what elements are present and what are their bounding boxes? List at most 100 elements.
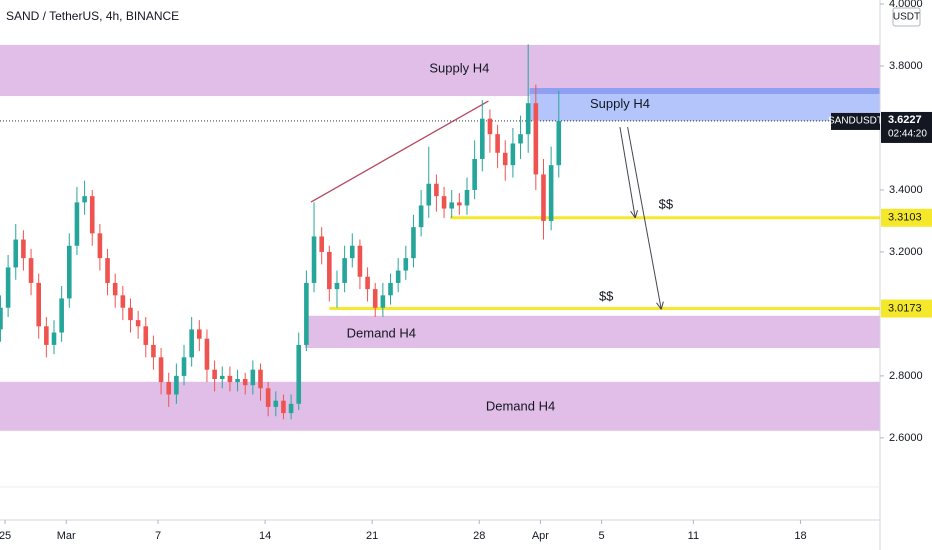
candle-body xyxy=(334,282,340,290)
candle-body xyxy=(487,118,493,135)
x-tick-label: 5 xyxy=(599,530,605,542)
arrow-head xyxy=(630,211,636,219)
candle-body xyxy=(242,378,248,386)
last-price-label: 3.6227 xyxy=(888,114,922,126)
zone-edge xyxy=(529,88,880,95)
arrow-head xyxy=(634,210,638,218)
candle-body xyxy=(97,233,103,259)
candle-body xyxy=(44,326,49,345)
candle-body xyxy=(59,298,64,333)
candle-body xyxy=(495,134,500,153)
zone xyxy=(0,44,880,97)
candle-body xyxy=(342,258,347,283)
candle-body xyxy=(304,282,309,345)
candle-body xyxy=(105,258,110,283)
candle-body xyxy=(28,258,34,283)
trendline xyxy=(310,100,489,203)
candle-body xyxy=(74,202,80,246)
zone-label: Supply H4 xyxy=(429,61,489,76)
candle-body xyxy=(181,357,187,376)
y-tick-label: 2.6000 xyxy=(889,432,923,444)
arrow-head xyxy=(660,301,664,310)
candle-body xyxy=(357,245,363,277)
symbol-tag xyxy=(831,112,880,130)
y-tick-label: 3.8000 xyxy=(889,60,923,72)
zone xyxy=(0,381,880,431)
x-tick-label: 25 xyxy=(0,530,11,542)
last-price-tag xyxy=(881,111,932,143)
candle-body xyxy=(541,174,546,221)
candle-body xyxy=(227,375,233,383)
x-tick-label: 28 xyxy=(473,530,485,542)
candle-body xyxy=(464,189,470,206)
candle-body xyxy=(380,295,386,308)
zone-label: Supply H4 xyxy=(590,96,650,111)
candle-body xyxy=(434,183,439,197)
candle-body xyxy=(296,344,302,404)
candle-body xyxy=(235,378,240,383)
candle-body xyxy=(258,369,263,389)
candle-body xyxy=(189,329,194,358)
candle-body xyxy=(158,357,164,383)
candle-body xyxy=(533,103,539,175)
candle-body xyxy=(548,165,554,221)
candle-body xyxy=(89,196,95,234)
candle-body xyxy=(288,403,294,414)
currency-label: USDT xyxy=(893,12,920,23)
candle-body xyxy=(36,282,41,327)
candle-body xyxy=(311,236,317,283)
candle-body xyxy=(51,332,57,345)
candle-body xyxy=(21,239,26,259)
candle-body xyxy=(327,251,332,290)
x-tick-label: Apr xyxy=(532,530,549,542)
symbol-tag-label: SANDUSDT xyxy=(828,116,883,127)
x-tick-label: 11 xyxy=(688,530,699,542)
candle-body xyxy=(273,400,279,407)
candle-body xyxy=(449,202,455,209)
x-tick-label: 14 xyxy=(259,530,271,542)
countdown-label: 02:44:20 xyxy=(888,129,927,140)
candle-body xyxy=(166,382,172,395)
level-tag xyxy=(881,208,932,227)
candle-body xyxy=(13,239,19,268)
arrow-head xyxy=(656,302,662,310)
candle-body xyxy=(457,202,462,206)
arrow xyxy=(619,126,636,218)
candle-body xyxy=(174,375,179,395)
candle-body xyxy=(510,143,516,166)
arrow xyxy=(627,126,662,310)
candle-body xyxy=(472,158,477,190)
candle-body xyxy=(518,134,523,144)
candle-body xyxy=(219,375,225,379)
zone-label: Demand H4 xyxy=(347,326,416,341)
candle-body xyxy=(66,245,72,299)
candle-body xyxy=(5,267,11,308)
candle-body xyxy=(197,329,202,339)
candle-body xyxy=(502,152,508,166)
candle-body xyxy=(556,120,562,166)
candle-body xyxy=(418,205,424,228)
chart-title: SAND / TetherUS, 4h, BINANCE xyxy=(6,9,179,23)
candle-body xyxy=(281,400,286,414)
candle-body xyxy=(525,103,531,135)
candle-body xyxy=(411,227,416,259)
annotation: $$ xyxy=(599,288,614,303)
candle-body xyxy=(143,326,149,345)
candle-body xyxy=(349,245,355,259)
candle-body xyxy=(372,289,378,308)
level-tag-label: 3.3103 xyxy=(888,212,922,224)
candle-body xyxy=(128,307,133,321)
candle-body xyxy=(204,338,210,370)
candle-body xyxy=(112,282,118,296)
zone-label: Demand H4 xyxy=(486,398,555,413)
y-tick-label: 4.0000 xyxy=(889,0,923,10)
candle-body xyxy=(479,118,485,159)
y-tick-label: 3.2000 xyxy=(889,246,923,258)
candle-body xyxy=(151,344,156,358)
candle-body xyxy=(319,236,324,252)
candle-body xyxy=(395,270,401,283)
candle-body xyxy=(388,282,393,296)
zone xyxy=(304,315,881,349)
